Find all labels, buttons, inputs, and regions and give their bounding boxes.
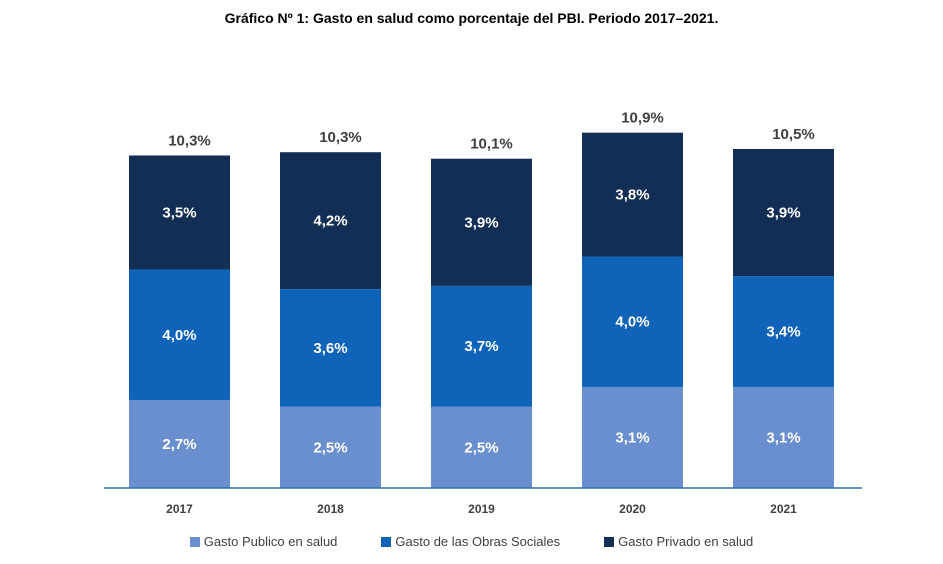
bar-segment-2021-s1 <box>733 276 834 387</box>
bar-segment-2021-s2 <box>733 148 834 277</box>
data-label-2020-s2: 3,8% <box>615 187 649 204</box>
total-label-2018: 10,3% <box>319 129 362 146</box>
bar-segment-2019-s2 <box>431 158 532 286</box>
data-label-2018-s0: 2,5% <box>313 439 347 456</box>
bar-segment-2020-s2 <box>582 132 683 257</box>
data-label-2018-s2: 4,2% <box>313 213 347 230</box>
legend-swatch <box>189 536 200 547</box>
bar-segment-2017-s0 <box>129 399 230 488</box>
x-tick-label-2019: 2019 <box>468 502 495 516</box>
data-label-2020-s1: 4,0% <box>615 314 649 331</box>
data-label-2021-s2: 3,9% <box>766 205 800 222</box>
data-label-2017-s1: 4,0% <box>162 327 196 344</box>
total-label-2020: 10,9% <box>621 110 664 127</box>
data-label-2019-s0: 2,5% <box>464 439 498 456</box>
legend-label: Gasto Privado en salud <box>618 534 754 549</box>
data-label-2021-s1: 3,4% <box>766 324 800 341</box>
legend-item-2: Gasto Privado en salud <box>604 534 753 549</box>
total-label-2019: 10,1% <box>470 136 513 153</box>
bar-segment-2017-s1 <box>129 269 230 400</box>
legend-label: Gasto Publico en salud <box>203 534 338 549</box>
data-label-2018-s1: 3,6% <box>313 340 347 357</box>
data-label-2017-s2: 3,5% <box>162 205 196 222</box>
bar-segment-2020-s1 <box>582 256 683 387</box>
legend-label: Gasto de las Obras Sociales <box>395 534 561 549</box>
bar-segment-2018-s0 <box>280 406 381 488</box>
stacked-bar-chart: 2,7% 4,0% 3,5% 10,3% 2017 2,5% 3,6% 4,2% 10,3% 20… <box>104 110 862 516</box>
x-tick-label-2017: 2017 <box>166 502 193 516</box>
x-tick-label-2020: 2020 <box>619 502 646 516</box>
bar-segment-2018-s1 <box>280 289 381 407</box>
data-label-2019-s2: 3,9% <box>464 214 498 231</box>
bar-segment-2020-s0 <box>582 386 683 488</box>
data-label-2021-s0: 3,1% <box>766 429 800 446</box>
bar-segment-2018-s2 <box>280 152 381 290</box>
total-label-2021: 10,5% <box>772 126 815 143</box>
x-tick-label-2018: 2018 <box>317 502 344 516</box>
legend-item-1: Gasto de las Obras Sociales <box>381 534 560 549</box>
chart-title: Gráfico Nº 1: Gasto en salud como porcen… <box>224 10 719 26</box>
bar-segment-2017-s2 <box>129 155 230 270</box>
data-label-2017-s0: 2,7% <box>162 436 196 453</box>
legend-swatch <box>604 536 615 547</box>
data-label-2020-s0: 3,1% <box>615 429 649 446</box>
data-label-2019-s1: 3,7% <box>464 338 498 355</box>
legend-swatch <box>381 536 392 547</box>
bars-layer <box>129 132 834 488</box>
total-label-2017: 10,3% <box>168 132 211 149</box>
bar-segment-2019-s1 <box>431 285 532 407</box>
bar-segment-2019-s0 <box>431 406 532 488</box>
bar-segment-2021-s0 <box>733 386 834 488</box>
x-tick-label-2021: 2021 <box>770 502 797 516</box>
labels-layer: 2,7% 4,0% 3,5% 10,3% 2017 2,5% 3,6% 4,2% 10,3% 20… <box>162 110 814 516</box>
legend: Gasto Publico en salud Gasto de las Obras… <box>0 534 943 549</box>
legend-item-0: Gasto Publico en salud <box>189 534 338 549</box>
